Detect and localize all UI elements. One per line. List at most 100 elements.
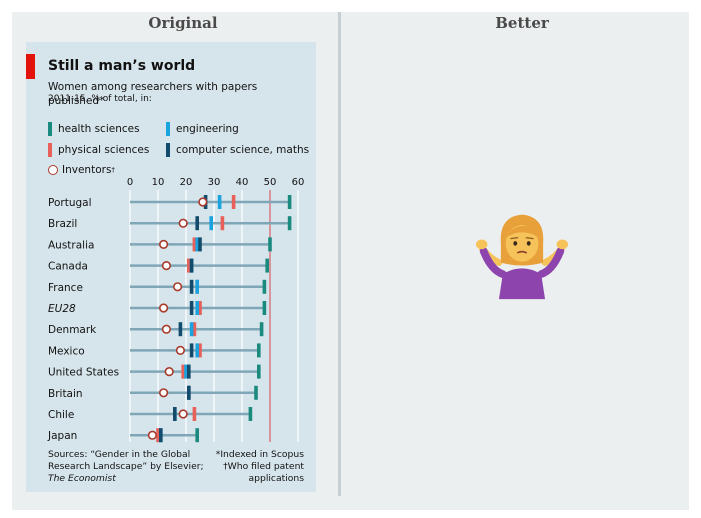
legend-label-engineering: engineering bbox=[176, 123, 239, 135]
bar-health bbox=[287, 195, 292, 209]
legend-label-inventors: Inventors bbox=[62, 164, 112, 176]
bar-health bbox=[265, 258, 269, 273]
inventor-point bbox=[175, 345, 185, 356]
inventor-point bbox=[161, 324, 171, 334]
chart-card: Still a man’s world Women among research… bbox=[26, 42, 316, 492]
bar-cs bbox=[178, 322, 183, 337]
bar-physical bbox=[231, 195, 236, 209]
legend-label-physical: physical sciences bbox=[58, 144, 150, 156]
footnote-line-1: *Indexed in Scopus bbox=[215, 449, 304, 460]
inventor-point bbox=[161, 261, 171, 271]
chart-subtitle-units: 2011-15, % of total, in: bbox=[48, 94, 152, 104]
x-tick-label: 0 bbox=[127, 177, 133, 188]
country-label: Portugal bbox=[48, 197, 92, 209]
country-label: EU28 bbox=[48, 303, 76, 315]
bar-physical bbox=[198, 343, 202, 358]
original-panel-title: Original bbox=[148, 14, 218, 32]
country-label: Chile bbox=[48, 409, 74, 421]
bar-engineering bbox=[195, 237, 199, 252]
bar-cs bbox=[189, 258, 194, 273]
source-line-1: Sources: “Gender in the Global bbox=[48, 449, 191, 460]
x-tick-label: 30 bbox=[208, 177, 221, 188]
bar-engineering bbox=[195, 279, 199, 294]
legend-label-health: health sciences bbox=[58, 123, 140, 135]
bar-physical bbox=[181, 364, 185, 379]
bar-cs bbox=[189, 301, 194, 315]
legend-inventor-circle-icon bbox=[48, 165, 58, 175]
footnote-line-3: applications bbox=[248, 473, 304, 484]
country-label: Japan bbox=[47, 430, 77, 442]
bar-cs bbox=[173, 407, 177, 421]
country-label: Britain bbox=[48, 388, 83, 400]
country-label: United States bbox=[48, 367, 119, 379]
economist-red-tab bbox=[26, 54, 35, 79]
chart-title: Still a man’s world bbox=[48, 58, 196, 74]
country-label: France bbox=[48, 282, 83, 294]
panel-divider bbox=[338, 12, 341, 496]
legend-inventors: Inventors † bbox=[48, 163, 115, 177]
bar-engineering bbox=[195, 301, 199, 315]
inventor-point bbox=[164, 367, 174, 377]
source-note: Sources: “Gender in the Global Research … bbox=[48, 449, 204, 485]
bar-cs bbox=[198, 237, 202, 252]
legend-swatch-health bbox=[48, 122, 52, 136]
source-line-3: The Economist bbox=[48, 473, 116, 484]
country-label: Mexico bbox=[48, 345, 85, 357]
legend-swatch-cs bbox=[166, 143, 170, 157]
bar-engineering bbox=[209, 216, 213, 231]
x-tick-label: 60 bbox=[292, 177, 305, 188]
inventor-point bbox=[178, 218, 188, 228]
legend-engineering: engineering bbox=[166, 122, 239, 136]
inventor-point bbox=[198, 197, 208, 207]
inventor-point bbox=[173, 282, 183, 292]
footnotes: *Indexed in Scopus †Who filed patent app… bbox=[216, 449, 304, 485]
country-label: Australia bbox=[48, 239, 94, 251]
shrug-emoji-icon bbox=[475, 214, 569, 300]
x-tick-label: 40 bbox=[236, 177, 249, 188]
bar-health bbox=[287, 216, 292, 231]
legend-cs: computer science, maths bbox=[166, 143, 309, 157]
legend-physical: physical sciences bbox=[48, 143, 149, 157]
x-tick-label: 50 bbox=[264, 177, 277, 188]
legend-swatch-engineering bbox=[166, 122, 170, 136]
bar-physical bbox=[187, 258, 191, 273]
country-label: Canada bbox=[48, 261, 88, 273]
inventor-point bbox=[147, 430, 157, 440]
bar-cs bbox=[195, 216, 199, 231]
country-label: Denmark bbox=[48, 324, 97, 336]
bar-physical bbox=[192, 407, 197, 421]
bar-physical bbox=[192, 237, 197, 252]
bar-health bbox=[259, 322, 264, 337]
legend-swatch-physical bbox=[48, 143, 52, 157]
footnote-line-2: †Who filed patent bbox=[223, 461, 304, 472]
bar-health bbox=[262, 279, 267, 294]
bar-engineering bbox=[184, 364, 188, 379]
bar-cs bbox=[187, 385, 191, 400]
bar-health bbox=[195, 428, 199, 443]
inventor-point bbox=[159, 388, 169, 398]
bar-engineering bbox=[189, 322, 194, 337]
bar-engineering bbox=[195, 343, 199, 358]
bar-physical bbox=[220, 216, 225, 231]
bar-physical bbox=[192, 322, 197, 337]
bar-cs bbox=[189, 279, 194, 294]
bar-health bbox=[254, 385, 258, 400]
bar-physical bbox=[156, 428, 160, 443]
bar-cs bbox=[189, 343, 194, 358]
legend-label-cs: computer science, maths bbox=[176, 144, 310, 156]
inventor-point bbox=[159, 303, 169, 313]
bar-health bbox=[257, 364, 261, 379]
bar-cs bbox=[187, 364, 191, 379]
bar-health bbox=[248, 407, 253, 421]
bar-cs bbox=[159, 428, 163, 443]
legend-inventors-dagger: † bbox=[111, 166, 115, 174]
bar-health bbox=[262, 301, 267, 315]
source-line-2: Research Landscape” by Elsevier; bbox=[48, 461, 204, 472]
better-panel-title: Better bbox=[495, 14, 549, 32]
bar-engineering bbox=[217, 195, 222, 209]
x-tick-label: 20 bbox=[180, 177, 193, 188]
chart-subtitle: Women among researchers with papers publ… bbox=[48, 81, 258, 107]
country-label: Brazil bbox=[48, 218, 77, 230]
inventor-point bbox=[159, 239, 169, 249]
x-tick-label: 10 bbox=[152, 177, 165, 188]
